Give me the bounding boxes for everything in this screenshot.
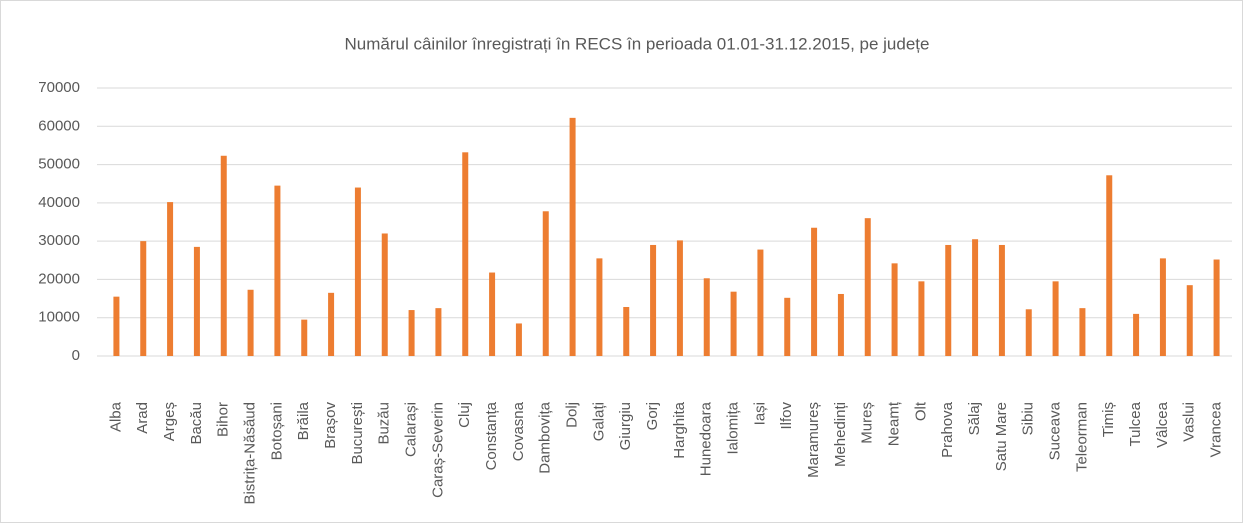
bar [811,227,818,356]
x-tick-label: Hunedoara [698,401,715,476]
x-tick-label: Caraș-Severin [429,402,446,498]
x-tick-label: Sălaj [966,402,983,435]
bar [945,244,952,356]
bar [650,244,657,356]
x-tick-label: Botoșani [268,402,285,460]
x-tick-label: Olt [912,401,929,421]
bar [1052,281,1059,356]
bar [891,263,898,356]
x-tick-label: Arad [134,402,151,434]
bar [918,281,925,356]
bar [220,155,227,356]
x-tick-label: Bihor [215,402,232,437]
bar [864,218,871,356]
bar [784,297,791,356]
bar [569,117,576,356]
bar [837,293,844,356]
bar [140,241,147,356]
bar [1025,309,1032,356]
bar [381,233,388,356]
bar [247,289,254,356]
x-tick-label: Brașov [322,402,339,449]
bar [703,278,710,356]
x-tick-label: Vâlcea [1154,401,1171,448]
bar [515,323,522,356]
bar [542,211,549,356]
x-tick-label: Prahova [939,401,956,458]
x-tick-label: Maramureș [805,402,822,478]
x-tick-label: Bistrița-Năsăud [242,402,259,505]
bar [462,152,469,356]
x-tick-label: Buzău [376,402,393,445]
x-tick-label: Satu Mare [993,402,1010,471]
x-tick-label: Ilfov [778,402,795,430]
bar [1159,258,1166,356]
bar [408,310,415,356]
x-tick-label: Galați [590,402,607,441]
bar [489,272,496,356]
x-tick-label: Cluj [456,402,473,428]
x-tick-label: Vrancea [1208,401,1225,457]
x-tick-label: Neamț [886,401,903,446]
x-tick-label: Vaslui [1181,402,1198,442]
y-tick-label: 20000 [38,270,80,287]
bar [1186,285,1193,356]
x-tick-label: Gorj [644,402,661,430]
y-tick-label: 40000 [38,194,80,211]
x-tick-label: Brăila [295,401,312,440]
x-tick-label: Calarași [403,402,420,457]
y-tick-label: 60000 [38,117,80,134]
bar [730,291,737,356]
bar [274,185,281,356]
x-tick-label: Dambovița [537,401,554,473]
bar [167,202,174,356]
x-tick-label: București [349,402,366,465]
x-tick-label: Mehedinți [832,402,849,467]
x-tick-label: Covasna [510,401,527,461]
bar [354,187,361,356]
x-tick-label: Ialomița [725,401,742,454]
chart-title: Numărul câinilor înregistrați în RECS în… [345,34,930,53]
bar [1079,308,1086,356]
bar [1133,313,1140,356]
x-tick-label: Constanța [483,401,500,470]
x-tick-label: Mureș [859,402,876,444]
bar [676,240,683,356]
x-tick-label: Bacău [188,402,205,445]
x-tick-label: Timiș [1100,402,1117,437]
y-tick-label: 0 [72,347,80,364]
y-tick-label: 10000 [38,309,80,326]
bar [328,292,335,356]
bar [1213,259,1220,356]
x-tick-label: Argeș [161,402,178,441]
bar [1106,175,1113,356]
bar [435,308,442,356]
x-tick-label: Teleorman [1073,402,1090,472]
bar [623,306,630,356]
x-tick-label: Giurgiu [617,402,634,450]
y-tick-label: 50000 [38,156,80,173]
x-tick-label: Dolj [564,402,581,428]
x-tick-label: Sibiu [1020,402,1037,435]
bar [301,319,308,356]
bar [998,244,1005,356]
bar [596,258,603,356]
x-tick-label: Iași [751,402,768,425]
bar [757,249,764,356]
x-tick-label: Tulcea [1127,401,1144,446]
bar [972,239,979,356]
y-tick-label: 30000 [38,232,80,249]
bar [193,246,200,356]
x-tick-label: Suceava [1047,401,1064,460]
bar [113,296,120,356]
x-tick-label: Alba [107,401,124,432]
y-tick-label: 70000 [38,79,80,96]
x-tick-label: Harghita [671,401,688,458]
